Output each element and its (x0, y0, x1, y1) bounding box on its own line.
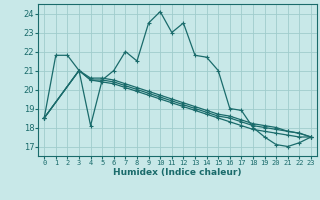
X-axis label: Humidex (Indice chaleur): Humidex (Indice chaleur) (113, 168, 242, 177)
